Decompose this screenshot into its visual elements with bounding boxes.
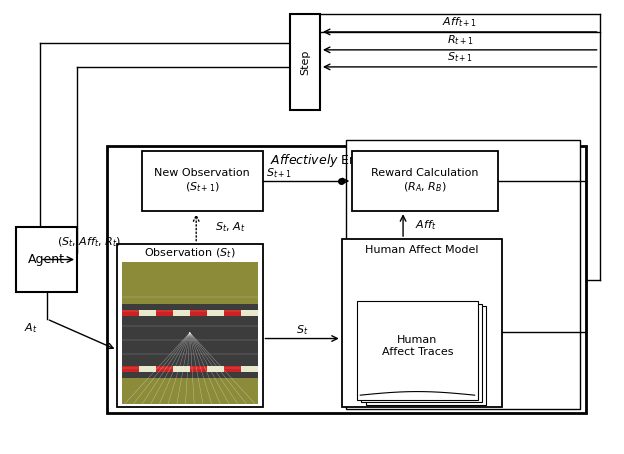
FancyBboxPatch shape: [346, 139, 580, 409]
Text: $S_t$: $S_t$: [296, 324, 308, 337]
Text: ($S_t$, $Aff_t$, $R_t$): ($S_t$, $Aff_t$, $R_t$): [57, 235, 122, 249]
Text: $Aff_t$: $Aff_t$: [416, 218, 437, 232]
Text: Agent: Agent: [28, 253, 65, 266]
FancyBboxPatch shape: [156, 366, 173, 372]
Text: $S_{t+1}$: $S_{t+1}$: [447, 50, 473, 64]
Text: $R_{t+1}$: $R_{t+1}$: [447, 33, 473, 47]
FancyBboxPatch shape: [352, 151, 497, 211]
Text: New Observation
($S_{t+1}$): New Observation ($S_{t+1}$): [154, 168, 250, 194]
FancyBboxPatch shape: [241, 366, 258, 372]
FancyBboxPatch shape: [122, 304, 258, 378]
FancyBboxPatch shape: [107, 146, 586, 413]
FancyBboxPatch shape: [156, 311, 173, 316]
Text: Step: Step: [300, 49, 310, 75]
Text: $S_{t+1}$: $S_{t+1}$: [266, 166, 291, 180]
FancyBboxPatch shape: [139, 366, 156, 372]
FancyBboxPatch shape: [224, 366, 241, 372]
Text: $Aff_{t+1}$: $Aff_{t+1}$: [442, 15, 477, 29]
FancyBboxPatch shape: [16, 227, 77, 292]
FancyBboxPatch shape: [173, 311, 190, 316]
FancyBboxPatch shape: [224, 311, 241, 316]
FancyBboxPatch shape: [122, 378, 258, 404]
FancyBboxPatch shape: [117, 244, 263, 407]
FancyBboxPatch shape: [241, 311, 258, 316]
Text: Observation ($S_t$): Observation ($S_t$): [144, 247, 236, 260]
FancyBboxPatch shape: [122, 262, 258, 304]
FancyBboxPatch shape: [290, 14, 320, 110]
FancyBboxPatch shape: [122, 311, 139, 316]
FancyBboxPatch shape: [357, 301, 478, 400]
FancyBboxPatch shape: [190, 311, 207, 316]
Text: Human Affect Model: Human Affect Model: [365, 245, 479, 255]
FancyBboxPatch shape: [207, 366, 224, 372]
Text: $A_t$: $A_t$: [24, 321, 38, 335]
FancyBboxPatch shape: [139, 311, 156, 316]
FancyBboxPatch shape: [342, 239, 502, 407]
FancyBboxPatch shape: [142, 151, 263, 211]
Text: $\it{Affectively}$ Environment: $\it{Affectively}$ Environment: [270, 152, 422, 169]
FancyBboxPatch shape: [207, 311, 224, 316]
Text: Reward Calculation
($R_A$, $R_B$): Reward Calculation ($R_A$, $R_B$): [371, 168, 479, 194]
Text: $S_t$, $A_t$: $S_t$, $A_t$: [215, 221, 245, 234]
FancyBboxPatch shape: [122, 366, 139, 372]
FancyBboxPatch shape: [361, 304, 482, 402]
FancyBboxPatch shape: [190, 366, 207, 372]
FancyBboxPatch shape: [173, 366, 190, 372]
FancyBboxPatch shape: [366, 306, 486, 405]
Text: Human
Affect Traces: Human Affect Traces: [382, 335, 453, 357]
